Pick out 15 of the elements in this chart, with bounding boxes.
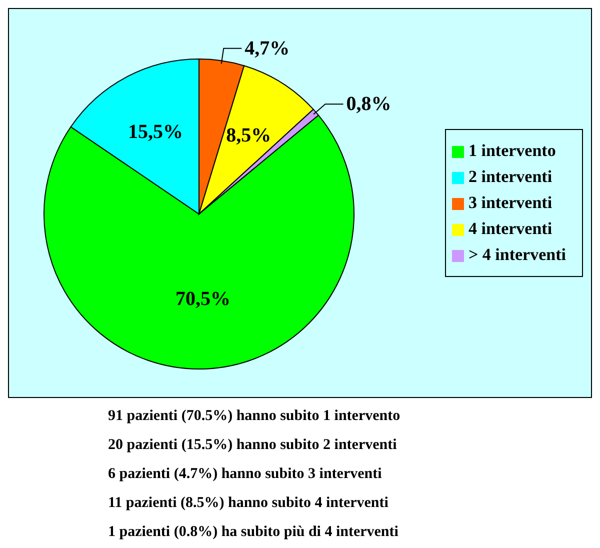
text: 20 pazienti (15.5%) hanno subito 2 interventi (108, 436, 398, 455)
data-label: 0,8% (346, 93, 392, 116)
legend-label: 3 interventi (468, 193, 552, 212)
data-label: 70,5% (176, 288, 231, 310)
text: 91 pazienti (70.5%) hanno subito 1 intervento (108, 407, 402, 426)
data-label: 15,5% (128, 120, 183, 143)
text: 6 pazienti (4.7%) hanno subito 3 interventi (108, 465, 383, 484)
data-label: 8,5% (226, 124, 272, 146)
legend-label: 2 interventi (468, 167, 552, 186)
legend-label: 4 interventi (468, 219, 552, 238)
legend-label: 1 intervento (468, 141, 556, 160)
text: 1 pazienti (0.8%) ha subito più di 4 interventi (108, 523, 400, 542)
legend-label: > 4 interventi (468, 245, 566, 264)
data-label: 4,7% (244, 37, 290, 60)
text: 11 pazienti (8.5%) hanno subito 4 interventi (108, 494, 390, 513)
